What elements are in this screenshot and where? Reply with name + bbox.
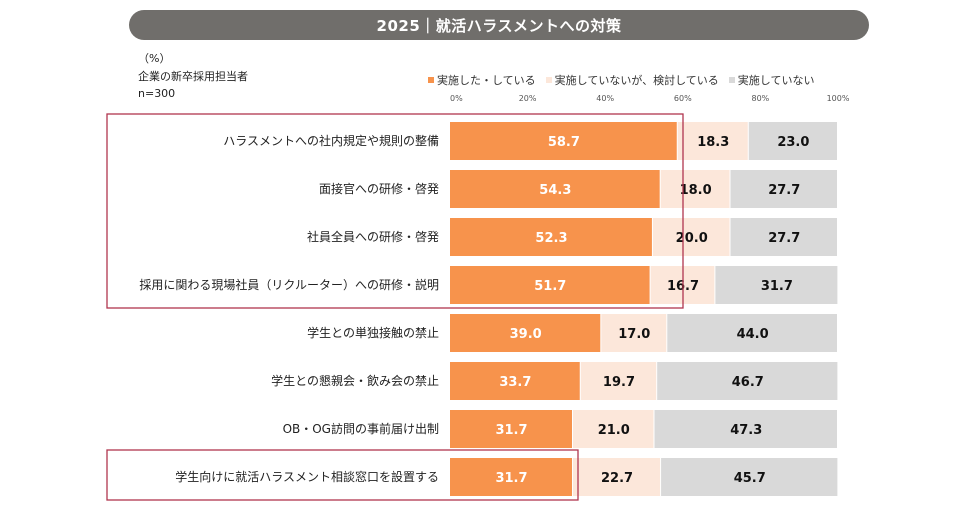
bar-segment [654, 410, 837, 448]
data-label: 27.7 [768, 183, 800, 198]
bar-segment [572, 458, 661, 496]
bar-segment [450, 170, 660, 208]
bar-segment [580, 362, 657, 400]
sample-size-label: n=300 [138, 87, 176, 100]
data-label: 54.3 [539, 183, 571, 198]
respondent-label: 企業の新卒採用担当者 [138, 70, 248, 83]
data-label: 23.0 [777, 135, 809, 150]
legend: 実施した・している 実施していないが、検討している 実施していない [428, 72, 814, 88]
bar-segment [677, 122, 748, 160]
x-tick-label: 20% [519, 94, 537, 103]
legend-item-considering: 実施していないが、検討している [545, 72, 719, 88]
bar-segment [450, 410, 572, 448]
chart-title: 2025｜就活ハラスメントへの対策 [129, 10, 869, 40]
data-label: 27.7 [768, 231, 800, 246]
data-label: 21.0 [598, 423, 630, 438]
data-label: 31.7 [495, 423, 527, 438]
chart-title-text: 2025｜就活ハラスメントへの対策 [376, 16, 622, 35]
bar-segment [652, 218, 730, 256]
legend-label-not-implemented: 実施していない [737, 74, 815, 87]
bar-segment [730, 170, 837, 208]
data-label: 33.7 [499, 375, 531, 390]
data-label: 19.7 [603, 375, 635, 390]
x-tick-label: 40% [596, 94, 614, 103]
data-label: 46.7 [732, 375, 764, 390]
bar-segment [657, 362, 838, 400]
category-label: 社員全員への研修・啓発 [307, 229, 439, 244]
category-label: 採用に関わる現場社員（リクルーター）への研修・説明 [139, 277, 439, 292]
data-label: 31.7 [761, 279, 793, 294]
data-label: 51.7 [534, 279, 566, 294]
unit-label: （%） [138, 52, 171, 65]
bar-segment [450, 458, 572, 496]
highlight-box [106, 113, 684, 309]
legend-item-not-implemented: 実施していない [728, 72, 815, 88]
category-label: 学生との単独接触の禁止 [307, 325, 439, 340]
legend-swatch-not-implemented [728, 77, 735, 83]
legend-swatch-implemented [428, 77, 434, 83]
data-label: 44.0 [737, 327, 769, 342]
data-label: 18.3 [697, 135, 729, 150]
data-label: 17.0 [618, 327, 650, 342]
bar-segment [715, 266, 838, 304]
data-label: 52.3 [535, 231, 567, 246]
bar-segment [667, 314, 837, 352]
data-label: 39.0 [510, 327, 542, 342]
legend-label-implemented: 実施した・している [437, 74, 536, 87]
x-tick-label: 80% [752, 94, 770, 103]
bar-segment [450, 122, 677, 160]
category-label: 学生向けに就活ハラスメント相談窓口を設置する [175, 469, 439, 484]
bar-segment [730, 218, 837, 256]
category-label: 面接官への研修・啓発 [319, 181, 439, 196]
data-label: 58.7 [548, 135, 580, 150]
legend-item-implemented: 実施した・している [428, 72, 536, 88]
bar-segment [748, 122, 837, 160]
bar-segment [660, 170, 730, 208]
data-label: 22.7 [601, 471, 633, 486]
data-label: 31.7 [495, 471, 527, 486]
legend-swatch-considering [545, 77, 552, 83]
data-label: 20.0 [676, 231, 708, 246]
category-label: 学生との懇親会・飲み会の禁止 [271, 373, 439, 388]
category-label: OB・OG訪問の事前届け出制 [283, 421, 439, 436]
legend-label-considering: 実施していないが、検討している [554, 74, 719, 87]
x-tick-label: 60% [674, 94, 692, 103]
data-label: 47.3 [730, 423, 762, 438]
x-tick-label: 100% [827, 94, 850, 103]
x-tick-label: 0% [450, 94, 463, 103]
bar-segment [572, 410, 654, 448]
data-label: 18.0 [680, 183, 712, 198]
highlight-box [106, 449, 579, 501]
bar-segment [601, 314, 667, 352]
bar-segment [661, 458, 838, 496]
data-label: 45.7 [734, 471, 766, 486]
bar-segment [450, 266, 650, 304]
bar-segment [450, 362, 580, 400]
bar-segment [450, 218, 652, 256]
bar-segment [450, 314, 601, 352]
category-label: ハラスメントへの社内規定や規則の整備 [223, 133, 439, 148]
